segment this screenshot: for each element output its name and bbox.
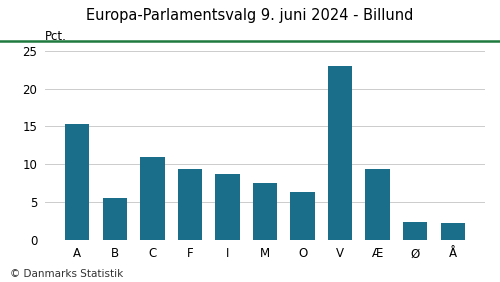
Bar [328, 66, 352, 240]
Bar [215, 174, 240, 240]
Text: Pct.: Pct. [45, 30, 67, 43]
Bar [440, 223, 465, 240]
Text: © Danmarks Statistik: © Danmarks Statistik [10, 269, 123, 279]
Bar [403, 222, 427, 240]
Bar [178, 169, 202, 240]
Bar [102, 198, 127, 240]
Text: Europa-Parlamentsvalg 9. juni 2024 - Billund: Europa-Parlamentsvalg 9. juni 2024 - Bil… [86, 8, 413, 23]
Bar [253, 183, 277, 240]
Bar [140, 157, 164, 240]
Bar [65, 124, 90, 240]
Bar [366, 169, 390, 240]
Bar [290, 192, 315, 240]
